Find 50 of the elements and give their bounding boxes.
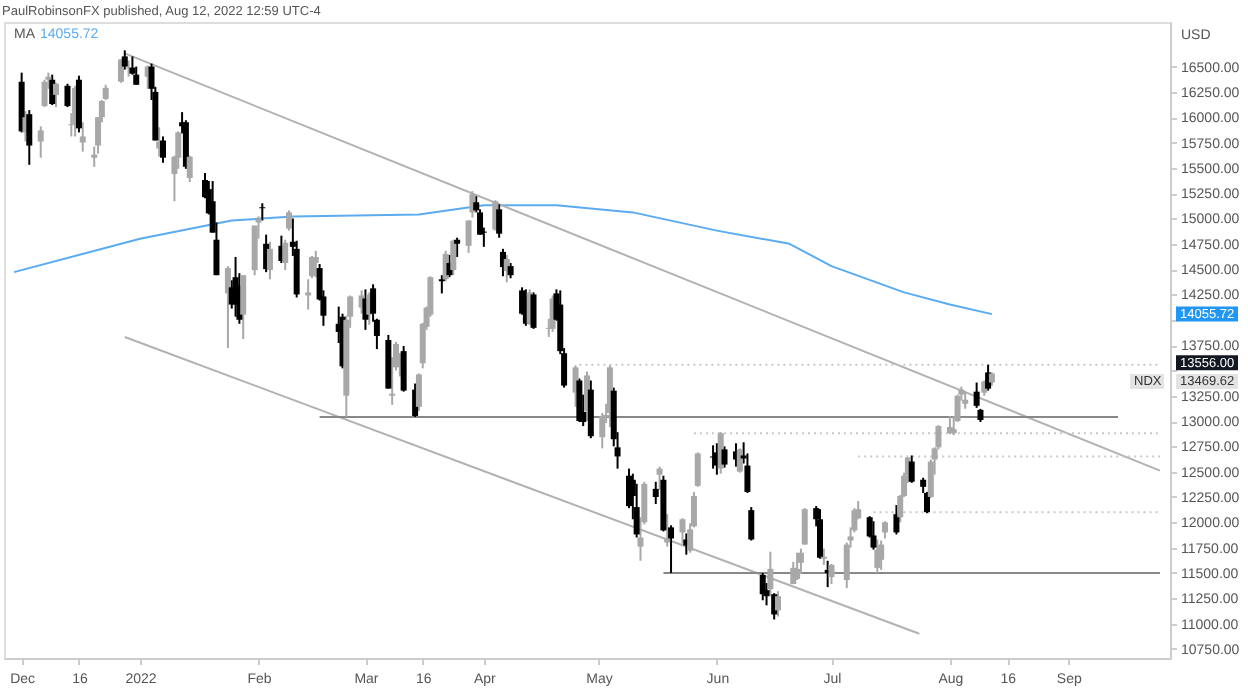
candlestick [209, 180, 216, 234]
candlestick [694, 451, 701, 488]
candlestick [186, 154, 193, 184]
candlestick [182, 119, 189, 170]
candlestick [159, 135, 166, 164]
candlestick [259, 202, 266, 222]
candlestick [576, 377, 583, 424]
candlestick [656, 465, 663, 491]
candlestick [438, 274, 445, 295]
candlestick [496, 203, 503, 239]
candlestick [893, 504, 900, 536]
candlestick [767, 550, 774, 598]
line-series [13, 204, 993, 316]
candlestick [736, 447, 743, 474]
candlestick [41, 78, 48, 109]
candlestick [633, 482, 640, 539]
candlestick [530, 291, 537, 330]
candlestick [91, 145, 98, 168]
candlestick [312, 249, 319, 279]
candlestick [721, 445, 728, 469]
candlestick [415, 372, 422, 412]
candlestick [251, 224, 258, 277]
candlestick [224, 265, 231, 350]
candlestick [828, 562, 835, 586]
candlestick [878, 539, 885, 571]
candlestick [53, 81, 60, 109]
candlestick [759, 571, 766, 602]
candlestick [748, 506, 755, 542]
candlestick [266, 240, 273, 281]
candlestick [450, 238, 457, 277]
candlestick [817, 508, 824, 560]
candlestick [79, 121, 86, 153]
candlestick [454, 236, 461, 258]
candlestick [797, 547, 804, 575]
candlestick [286, 209, 293, 232]
candlestick [801, 507, 808, 546]
candlestick [121, 49, 128, 71]
candlestick [664, 513, 671, 548]
candlestick [400, 345, 407, 393]
candlestick [587, 379, 594, 440]
candlestick [794, 551, 801, 582]
candlestick [117, 58, 124, 84]
candlestick [599, 411, 606, 450]
candlestick [870, 520, 877, 551]
candlestick [305, 278, 312, 311]
candlestick [64, 82, 71, 109]
candlestick [775, 590, 781, 618]
candlestick [679, 517, 686, 545]
candlestick [282, 238, 289, 272]
candlestick [37, 125, 44, 159]
